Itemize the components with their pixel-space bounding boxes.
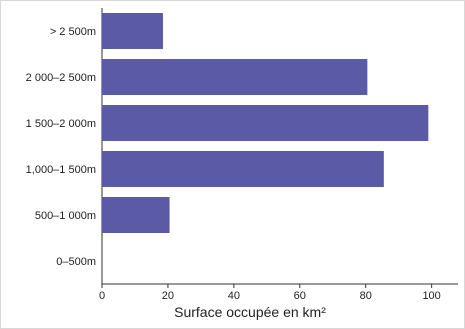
bar xyxy=(102,151,384,187)
x-tick-label: 100 xyxy=(422,290,440,302)
bar xyxy=(102,197,170,233)
x-tick-label: 80 xyxy=(360,290,372,302)
category-label: 1,000–1 500m xyxy=(26,164,96,176)
category-label: 2 000–2 500m xyxy=(26,72,96,84)
category-label: 1 500–2 000m xyxy=(26,118,96,130)
bar xyxy=(102,59,368,95)
x-tick-label: 0 xyxy=(99,290,105,302)
category-labels: > 2 500m 2 000–2 500m 1 500–2 000m 1,000–1 … xyxy=(26,26,96,268)
x-axis-title: Surface occupée en km² xyxy=(174,304,326,320)
x-tick-label: 20 xyxy=(162,290,174,302)
x-tick-label: 40 xyxy=(228,290,240,302)
bar xyxy=(102,105,429,141)
axes xyxy=(101,8,458,285)
category-label: 0–500m xyxy=(56,256,96,268)
bar xyxy=(102,13,163,49)
bars xyxy=(102,13,429,233)
category-label: 500–1 000m xyxy=(35,210,96,222)
x-ticks: 0 20 40 60 80 100 xyxy=(99,284,441,302)
x-tick-label: 60 xyxy=(294,290,306,302)
category-label: > 2 500m xyxy=(50,26,96,38)
